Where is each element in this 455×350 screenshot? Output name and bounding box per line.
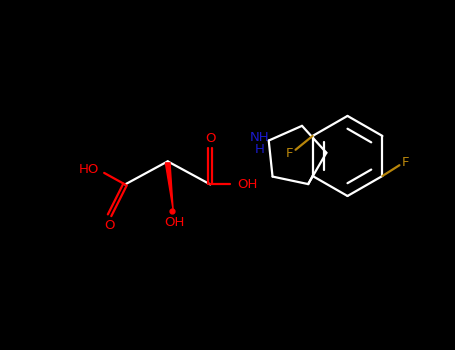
Text: OH: OH (238, 178, 258, 191)
Text: O: O (205, 132, 216, 145)
Text: O: O (104, 219, 115, 232)
Text: F: F (402, 156, 410, 169)
Text: NH: NH (250, 131, 269, 144)
Text: OH: OH (165, 216, 185, 230)
Text: H: H (254, 143, 264, 156)
Text: F: F (286, 147, 293, 160)
Text: HO: HO (78, 162, 99, 176)
Polygon shape (165, 163, 173, 210)
